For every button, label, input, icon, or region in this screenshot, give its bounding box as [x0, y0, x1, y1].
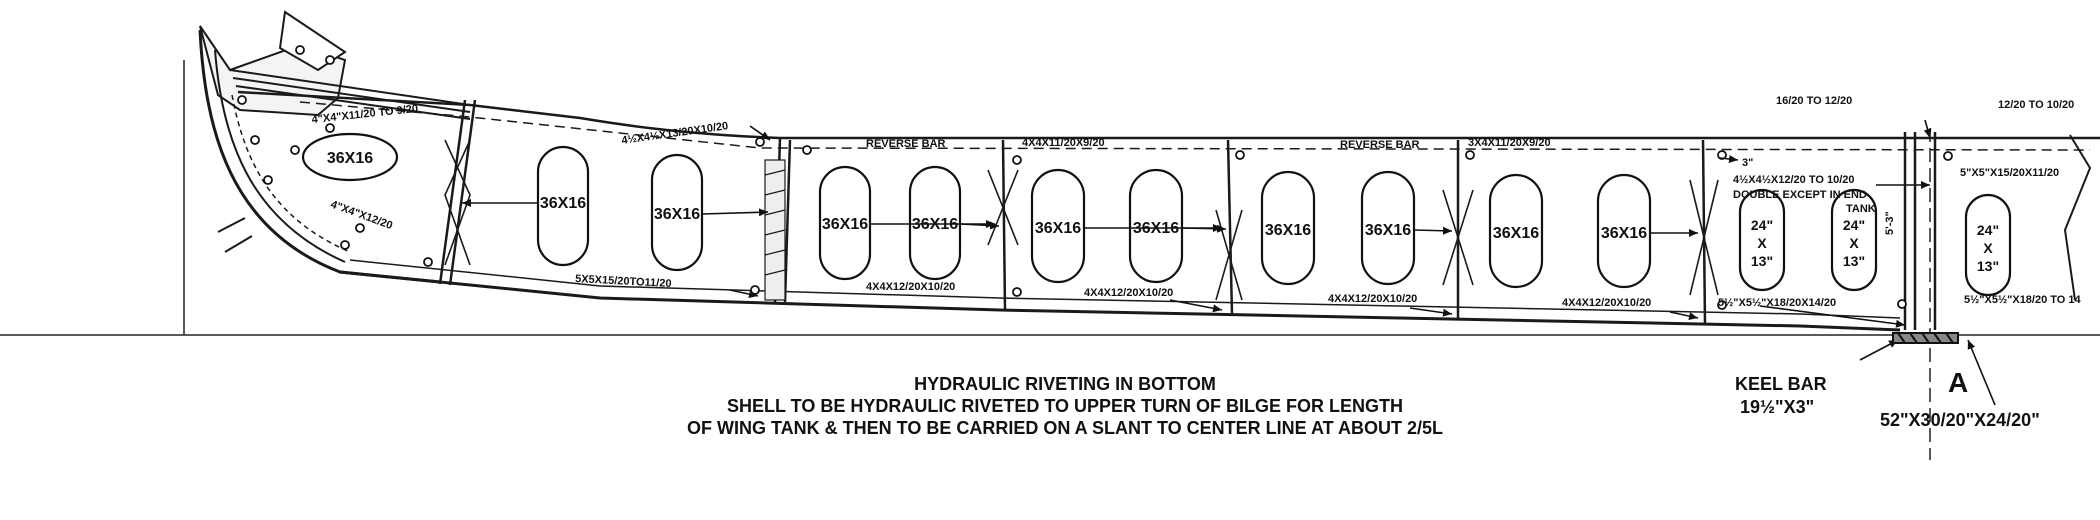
keel-side-top-label: 5"X5"X15/20X11/20: [1960, 167, 2059, 179]
frame-bottom-label-4: 4X4X12/20X10/20: [1328, 293, 1417, 305]
hole-label: 36X16: [822, 216, 868, 233]
end-frame-label-b: DOUBLE EXCEPT IN END: [1733, 189, 1867, 201]
hole-label: 36X16: [1265, 222, 1311, 239]
hole-label: 36X16: [1601, 225, 1647, 242]
lightening-hole: [301, 132, 399, 182]
tank-top-dashed-line: [299, 101, 2091, 151]
lightening-hole: [1964, 193, 2012, 297]
keel-labels: KEEL BAR 19½"X3" A 52"X30/20"X24/20": [1735, 367, 2040, 430]
end-hole-label-mid: X: [1849, 235, 1859, 251]
frame-bottom-label-1: 5X5X15/20TO11/20: [575, 273, 672, 290]
keel-bar-size: 19½"X3": [1740, 397, 1814, 417]
caption: HYDRAULIC RIVETING IN BOTTOM SHELL TO BE…: [687, 374, 1443, 438]
lightening-hole: [536, 145, 590, 267]
vertical-dimension-label: 5'-3": [1884, 211, 1896, 235]
leader-arrows: [462, 119, 1996, 406]
dim-3in-label: 3": [1742, 157, 1753, 169]
lightening-hole: [1830, 188, 1878, 292]
top-thickness-left-label: 16/20 TO 12/20: [1776, 95, 1852, 107]
end-hole-label-bottom: 13": [1751, 253, 1773, 269]
reverse-bar-strip: [764, 159, 786, 301]
lightening-hole: [1360, 170, 1416, 286]
lightening-hole: [1596, 173, 1652, 289]
lightening-hole: [650, 153, 704, 272]
frames: [438, 99, 1937, 330]
hole-label: 36X16: [540, 195, 586, 212]
lightening-hole: [1030, 168, 1086, 284]
hole-labels: 36X16 36X16 36X16 36X16 36X16 36X16 36X1…: [327, 150, 1999, 274]
lightening-holes: [301, 132, 2012, 297]
tank-top-line: [237, 90, 2100, 140]
end-frame-label-c: TANK: [1846, 203, 1876, 215]
hole-label: 36X16: [654, 206, 700, 223]
frame-top-label-2: 4X4X11/20X9/20: [1022, 137, 1105, 149]
bottom-shell-line: [339, 270, 1901, 332]
hole-label: 36X16: [1493, 225, 1539, 242]
end-hole-label-top: 24": [1843, 217, 1865, 233]
reverse-bar-label-1: REVERSE BAR: [866, 138, 946, 150]
lightening-hole: [1128, 168, 1184, 284]
frame-bottom-label-2: 4X4X12/20X10/20: [866, 281, 955, 293]
keel-side-bottom-label: 5½"X5½"X18/20 TO 14: [1964, 294, 2082, 306]
end-bottom-label: 5½"X5½"X18/20X14/20: [1718, 297, 1836, 309]
keel-plate-size: 52"X30/20"X24/20": [1880, 410, 2040, 430]
end-hole-label-bottom: 13": [1977, 258, 1999, 274]
end-hole-label-bottom: 13": [1843, 253, 1865, 269]
hole-label: 36X16: [1365, 222, 1411, 239]
end-hole-label-top: 24": [1977, 222, 1999, 238]
bow-fitting: [199, 10, 471, 120]
frame-top-label-3: 3X4X11/20X9/20: [1468, 137, 1551, 149]
frame-bottom-label-5: 4X4X12/20X10/20: [1562, 297, 1651, 309]
caption-line-2: SHELL TO BE HYDRAULIC RIVETED TO UPPER T…: [727, 396, 1403, 416]
right-end-line: [2063, 134, 2092, 301]
frame-top-label-1: 4½X4½X13/20X10/20: [621, 120, 729, 147]
end-hole-label-top: 24": [1751, 217, 1773, 233]
hole-label: 36X16: [327, 150, 373, 167]
top-thickness-right-label: 12/20 TO 10/20: [1998, 99, 2074, 111]
caption-line-1: HYDRAULIC RIVETING IN BOTTOM: [914, 374, 1216, 394]
lightening-hole: [1738, 188, 1786, 292]
reverse-bar-label-2: REVERSE BAR: [1340, 139, 1420, 151]
keel-bar-title: KEEL BAR: [1735, 374, 1827, 394]
section-mark-a: A: [1948, 367, 1968, 398]
end-hole-label-mid: X: [1757, 235, 1767, 251]
rivets: [237, 95, 1953, 310]
end-hole-label-mid: X: [1983, 240, 1993, 256]
hole-label: 36X16: [1035, 220, 1081, 237]
bottom-inner-line: [349, 259, 1901, 319]
lightening-hole: [1488, 173, 1544, 289]
lightening-hole: [818, 165, 872, 281]
keel-bar-block: [1892, 332, 1959, 344]
lightening-hole: [908, 165, 962, 281]
frame-bottom-label-3: 4X4X12/20X10/20: [1084, 287, 1173, 299]
caption-line-3: OF WING TANK & THEN TO BE CARRIED ON A S…: [687, 418, 1443, 438]
bow-stem: [198, 29, 441, 284]
lightening-hole: [1260, 170, 1316, 286]
end-frame-label-a: 4½X4½X12/20 TO 10/20: [1733, 174, 1855, 186]
